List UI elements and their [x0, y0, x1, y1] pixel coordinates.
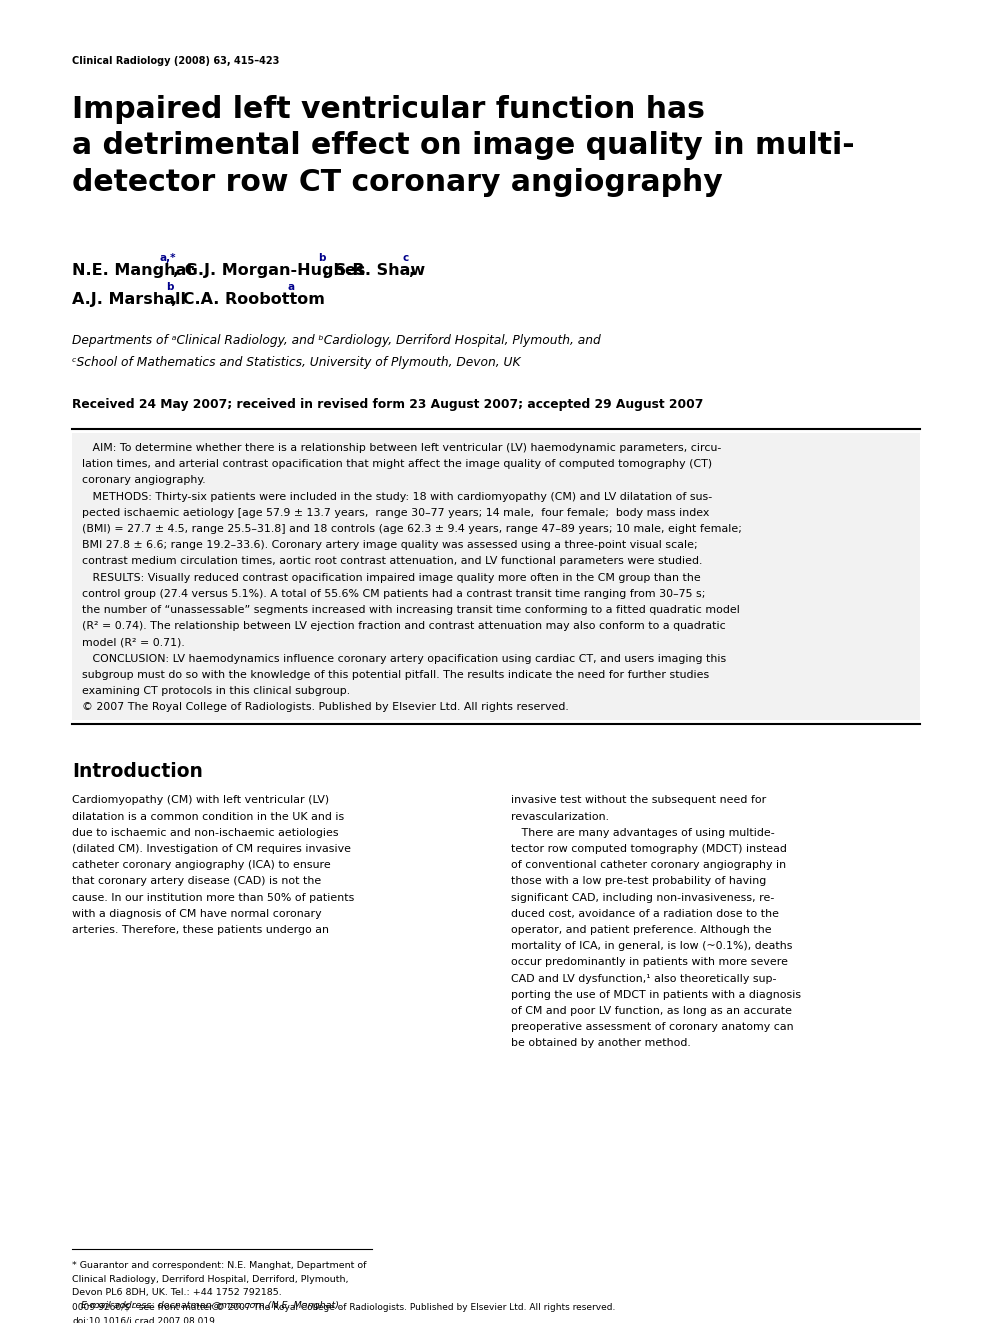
Text: (dilated CM). Investigation of CM requires invasive: (dilated CM). Investigation of CM requir…	[72, 844, 351, 855]
Text: N.E. Manghat: N.E. Manghat	[72, 263, 194, 278]
Text: METHODS: Thirty-six patients were included in the study: 18 with cardiomyopathy : METHODS: Thirty-six patients were includ…	[82, 492, 712, 501]
Text: the number of “unassessable” segments increased with increasing transit time con: the number of “unassessable” segments in…	[82, 605, 740, 615]
Text: a: a	[287, 282, 295, 292]
Text: significant CAD, including non-invasiveness, re-: significant CAD, including non-invasiven…	[511, 893, 775, 902]
Text: revascularization.: revascularization.	[511, 811, 609, 822]
Text: model (R² = 0.71).: model (R² = 0.71).	[82, 638, 185, 647]
Bar	[72, 433, 920, 721]
Text: mortality of ICA, in general, is low (~0.1%), deaths: mortality of ICA, in general, is low (~0…	[511, 941, 793, 951]
Text: Impaired left ventricular function has: Impaired left ventricular function has	[72, 95, 705, 124]
Text: a,*: a,*	[159, 253, 176, 263]
Text: * Guarantor and correspondent: N.E. Manghat, Department of: * Guarantor and correspondent: N.E. Mang…	[72, 1261, 366, 1270]
Text: those with a low pre-test probability of having: those with a low pre-test probability of…	[511, 876, 766, 886]
Text: cause. In our institution more than 50% of patients: cause. In our institution more than 50% …	[72, 893, 354, 902]
Text: detector row CT coronary angiography: detector row CT coronary angiography	[72, 168, 723, 197]
Text: doi:10.1016/j.crad.2007.08.019: doi:10.1016/j.crad.2007.08.019	[72, 1316, 215, 1323]
Text: tector row computed tomography (MDCT) instead: tector row computed tomography (MDCT) in…	[511, 844, 787, 855]
Text: Received 24 May 2007; received in revised form 23 August 2007; accepted 29 Augus: Received 24 May 2007; received in revise…	[72, 398, 703, 411]
Text: occur predominantly in patients with more severe: occur predominantly in patients with mor…	[511, 958, 788, 967]
Text: Introduction: Introduction	[72, 762, 203, 782]
Text: b: b	[318, 253, 326, 263]
Text: 0009-9260/$ - see front matter © 2007 The Royal College of Radiologists. Publish: 0009-9260/$ - see front matter © 2007 Th…	[72, 1303, 615, 1311]
Text: Clinical Radiology, Derriford Hospital, Derriford, Plymouth,: Clinical Radiology, Derriford Hospital, …	[72, 1274, 348, 1283]
Text: pected ischaemic aetiology [age 57.9 ± 13.7 years,  range 30–77 years; 14 male, : pected ischaemic aetiology [age 57.9 ± 1…	[82, 508, 709, 517]
Text: , S.R. Shaw: , S.R. Shaw	[323, 263, 426, 278]
Text: , C.A. Roobottom: , C.A. Roobottom	[171, 292, 325, 307]
Text: due to ischaemic and non-ischaemic aetiologies: due to ischaemic and non-ischaemic aetio…	[72, 828, 338, 837]
Text: ,: ,	[408, 263, 414, 278]
Text: examining CT protocols in this clinical subgroup.: examining CT protocols in this clinical …	[82, 687, 350, 696]
Text: Devon PL6 8DH, UK. Tel.: +44 1752 792185.: Devon PL6 8DH, UK. Tel.: +44 1752 792185…	[72, 1289, 282, 1297]
Text: (R² = 0.74). The relationship between LV ejection fraction and contrast attenuat: (R² = 0.74). The relationship between LV…	[82, 622, 726, 631]
Text: duced cost, avoidance of a radiation dose to the: duced cost, avoidance of a radiation dos…	[511, 909, 779, 918]
Text: a detrimental effect on image quality in multi-: a detrimental effect on image quality in…	[72, 131, 855, 160]
Text: b: b	[167, 282, 174, 292]
Text: Departments of ᵃClinical Radiology, and ᵇCardiology, Derriford Hospital, Plymout: Departments of ᵃClinical Radiology, and …	[72, 333, 601, 347]
Text: coronary angiography.: coronary angiography.	[82, 475, 205, 486]
Text: CAD and LV dysfunction,¹ also theoretically sup-: CAD and LV dysfunction,¹ also theoretica…	[511, 974, 777, 983]
Text: operator, and patient preference. Although the: operator, and patient preference. Althou…	[511, 925, 772, 935]
Text: ᶜSchool of Mathematics and Statistics, University of Plymouth, Devon, UK: ᶜSchool of Mathematics and Statistics, U…	[72, 356, 521, 369]
Text: A.J. Marshall: A.J. Marshall	[72, 292, 186, 307]
Text: Clinical Radiology (2008) 63, 415–423: Clinical Radiology (2008) 63, 415–423	[72, 56, 280, 66]
Text: invasive test without the subsequent need for: invasive test without the subsequent nee…	[511, 795, 766, 806]
Text: lation times, and arterial contrast opacification that might affect the image qu: lation times, and arterial contrast opac…	[82, 459, 712, 470]
Text: of conventional catheter coronary angiography in: of conventional catheter coronary angiog…	[511, 860, 786, 871]
Text: E-mail address: docnatman@msn.com (N.E. Manghat).: E-mail address: docnatman@msn.com (N.E. …	[72, 1302, 342, 1311]
Text: AIM: To determine whether there is a relationship between left ventricular (LV) : AIM: To determine whether there is a rel…	[82, 443, 721, 452]
Text: © 2007 The Royal College of Radiologists. Published by Elsevier Ltd. All rights : © 2007 The Royal College of Radiologists…	[82, 703, 568, 712]
Text: subgroup must do so with the knowledge of this potential pitfall. The results in: subgroup must do so with the knowledge o…	[82, 669, 709, 680]
Text: be obtained by another method.: be obtained by another method.	[511, 1039, 690, 1048]
Text: Cardiomyopathy (CM) with left ventricular (LV): Cardiomyopathy (CM) with left ventricula…	[72, 795, 329, 806]
Text: CONCLUSION: LV haemodynamics influence coronary artery opacification using cardi: CONCLUSION: LV haemodynamics influence c…	[82, 654, 726, 664]
Text: dilatation is a common condition in the UK and is: dilatation is a common condition in the …	[72, 811, 344, 822]
Text: BMI 27.8 ± 6.6; range 19.2–33.6). Coronary artery image quality was assessed usi: BMI 27.8 ± 6.6; range 19.2–33.6). Corona…	[82, 540, 697, 550]
Text: with a diagnosis of CM have normal coronary: with a diagnosis of CM have normal coron…	[72, 909, 321, 918]
Text: c: c	[403, 253, 410, 263]
Text: contrast medium circulation times, aortic root contrast attenuation, and LV func: contrast medium circulation times, aorti…	[82, 557, 702, 566]
Text: control group (27.4 versus 5.1%). A total of 55.6% CM patients had a contrast tr: control group (27.4 versus 5.1%). A tota…	[82, 589, 705, 599]
Text: that coronary artery disease (CAD) is not the: that coronary artery disease (CAD) is no…	[72, 876, 321, 886]
Text: , G.J. Morgan-Hughes: , G.J. Morgan-Hughes	[174, 263, 366, 278]
Text: of CM and poor LV function, as long as an accurate: of CM and poor LV function, as long as a…	[511, 1005, 792, 1016]
Text: (BMI) = 27.7 ± 4.5, range 25.5–31.8] and 18 controls (age 62.3 ± 9.4 years, rang: (BMI) = 27.7 ± 4.5, range 25.5–31.8] and…	[82, 524, 742, 534]
Text: RESULTS: Visually reduced contrast opacification impaired image quality more oft: RESULTS: Visually reduced contrast opaci…	[82, 573, 700, 582]
Text: porting the use of MDCT in patients with a diagnosis: porting the use of MDCT in patients with…	[511, 990, 802, 1000]
Text: preoperative assessment of coronary anatomy can: preoperative assessment of coronary anat…	[511, 1023, 794, 1032]
Text: There are many advantages of using multide-: There are many advantages of using multi…	[511, 828, 775, 837]
Text: catheter coronary angiography (ICA) to ensure: catheter coronary angiography (ICA) to e…	[72, 860, 330, 871]
Text: arteries. Therefore, these patients undergo an: arteries. Therefore, these patients unde…	[72, 925, 329, 935]
